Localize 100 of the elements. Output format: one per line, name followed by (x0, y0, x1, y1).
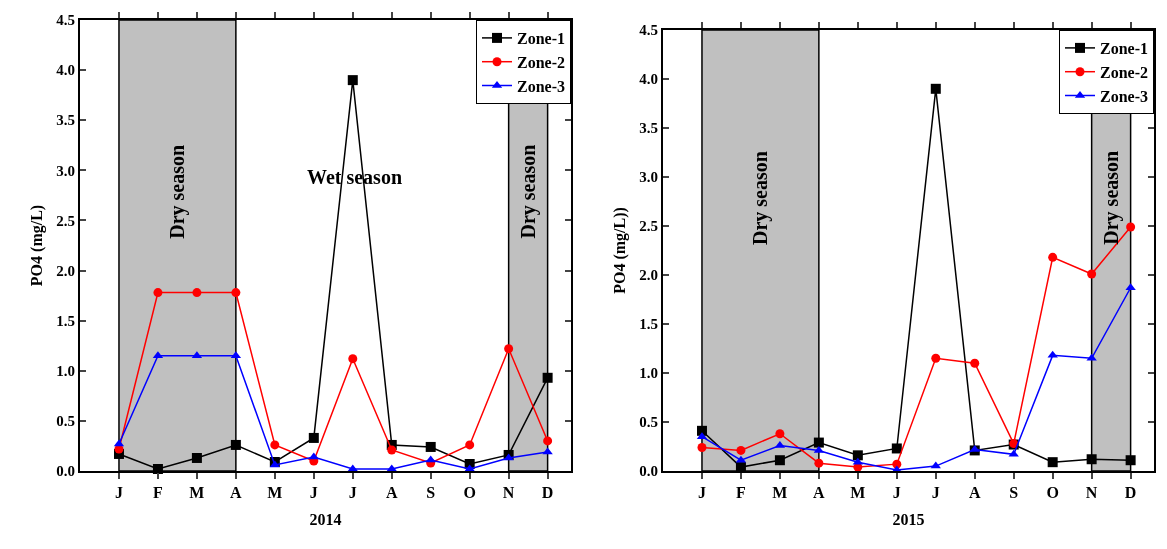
band-label: Dry season (1099, 150, 1123, 245)
legend-label: Zone-2 (1100, 63, 1148, 81)
point (931, 353, 941, 363)
y-tick-label: 4.0 (56, 62, 75, 79)
point (348, 354, 358, 364)
point (774, 455, 785, 466)
point (542, 447, 553, 455)
y-tick-label: 1.5 (56, 312, 75, 329)
point (970, 358, 980, 368)
y-axis-title: PO4 (mg/L)) (610, 207, 629, 294)
x-tick-label: A (385, 484, 398, 502)
x-axis-title: 2015 (892, 511, 925, 529)
point (387, 445, 397, 455)
point (231, 288, 241, 298)
x-tick-label: N (1085, 484, 1098, 502)
y-tick-label: 0.0 (639, 463, 658, 480)
y-tick-label: 2.0 (639, 267, 658, 284)
legend-label: Zone-3 (517, 77, 565, 95)
point (736, 445, 746, 455)
y-tick-label: 2.5 (56, 212, 75, 229)
y-tick-label: 1.0 (56, 363, 75, 380)
point (347, 464, 358, 472)
legend-label: Zone-3 (1100, 87, 1148, 105)
point (425, 441, 436, 452)
point (1126, 222, 1136, 232)
x-tick-label: J (348, 484, 357, 502)
band-label: Dry season (516, 144, 540, 239)
x-tick-label: A (813, 484, 826, 502)
point (192, 288, 202, 298)
point (270, 440, 280, 450)
legend-label: Zone-1 (1100, 40, 1148, 58)
y-tick-label: 2.0 (56, 262, 75, 279)
y-tick-label: 2.5 (639, 218, 658, 235)
point (543, 436, 553, 446)
x-tick-label: A (968, 484, 981, 502)
y-tick-label: 3.5 (639, 120, 658, 137)
x-tick-label: S (1009, 484, 1019, 502)
point (504, 344, 514, 354)
x-tick-label: S (426, 484, 436, 502)
point (153, 288, 163, 298)
x-tick-label: M (772, 484, 788, 502)
point (1008, 449, 1019, 457)
point (1047, 350, 1058, 358)
y-tick-label: 4.0 (639, 71, 658, 88)
point (1048, 252, 1058, 262)
x-tick-label: D (541, 484, 554, 502)
point (425, 455, 436, 463)
point (308, 432, 319, 443)
point (464, 464, 475, 472)
x-tick-label: D (1124, 484, 1137, 502)
x-tick-label: A (230, 484, 243, 502)
point (386, 464, 397, 472)
point (542, 372, 553, 383)
point (1125, 455, 1136, 466)
x-tick-label: J (892, 484, 901, 502)
x-axis-title: 2014 (309, 511, 342, 529)
point (814, 458, 824, 468)
y-tick-label: 3.0 (56, 162, 75, 179)
point (230, 439, 241, 450)
x-tick-label: J (309, 484, 318, 502)
y-tick-label: 0.5 (639, 414, 658, 431)
point (1087, 269, 1097, 279)
y-tick-label: 1.0 (639, 365, 658, 382)
x-tick-label: J (931, 484, 940, 502)
x-tick-label: O (463, 484, 476, 502)
y-tick-label: 4.5 (56, 12, 75, 29)
y-tick-label: 3.0 (639, 169, 658, 186)
point (697, 442, 707, 452)
y-tick-label: 4.5 (639, 22, 658, 39)
x-tick-label: M (267, 484, 283, 502)
point (503, 453, 514, 461)
x-tick-label: J (697, 484, 706, 502)
point (191, 452, 202, 463)
point (1047, 457, 1058, 468)
point (891, 443, 902, 454)
point (1086, 353, 1097, 361)
y-tick-label: 0.0 (56, 463, 75, 480)
y-tick-label: 1.5 (639, 316, 658, 333)
legend-label: Zone-1 (517, 30, 565, 48)
legend-label: Zone-2 (517, 53, 565, 71)
point (1086, 454, 1097, 465)
x-tick-label: M (189, 484, 205, 502)
x-tick-label: O (1046, 484, 1059, 502)
x-tick-label: F (153, 484, 164, 502)
x-tick-label: N (502, 484, 515, 502)
point (465, 440, 475, 450)
y-tick-label: 3.5 (56, 112, 75, 129)
point (813, 437, 824, 448)
band-label: Dry season (748, 151, 772, 245)
point (930, 83, 941, 94)
point (775, 429, 785, 439)
y-tick-label: 0.5 (56, 413, 75, 430)
x-tick-label: M (850, 484, 866, 502)
point (969, 444, 980, 452)
y-axis-title: PO4 (mg/L) (27, 204, 46, 287)
x-tick-label: J (114, 484, 123, 502)
point (852, 450, 863, 461)
x-tick-label: F (736, 484, 747, 502)
point (347, 75, 358, 86)
band-label: Dry season (166, 144, 190, 239)
